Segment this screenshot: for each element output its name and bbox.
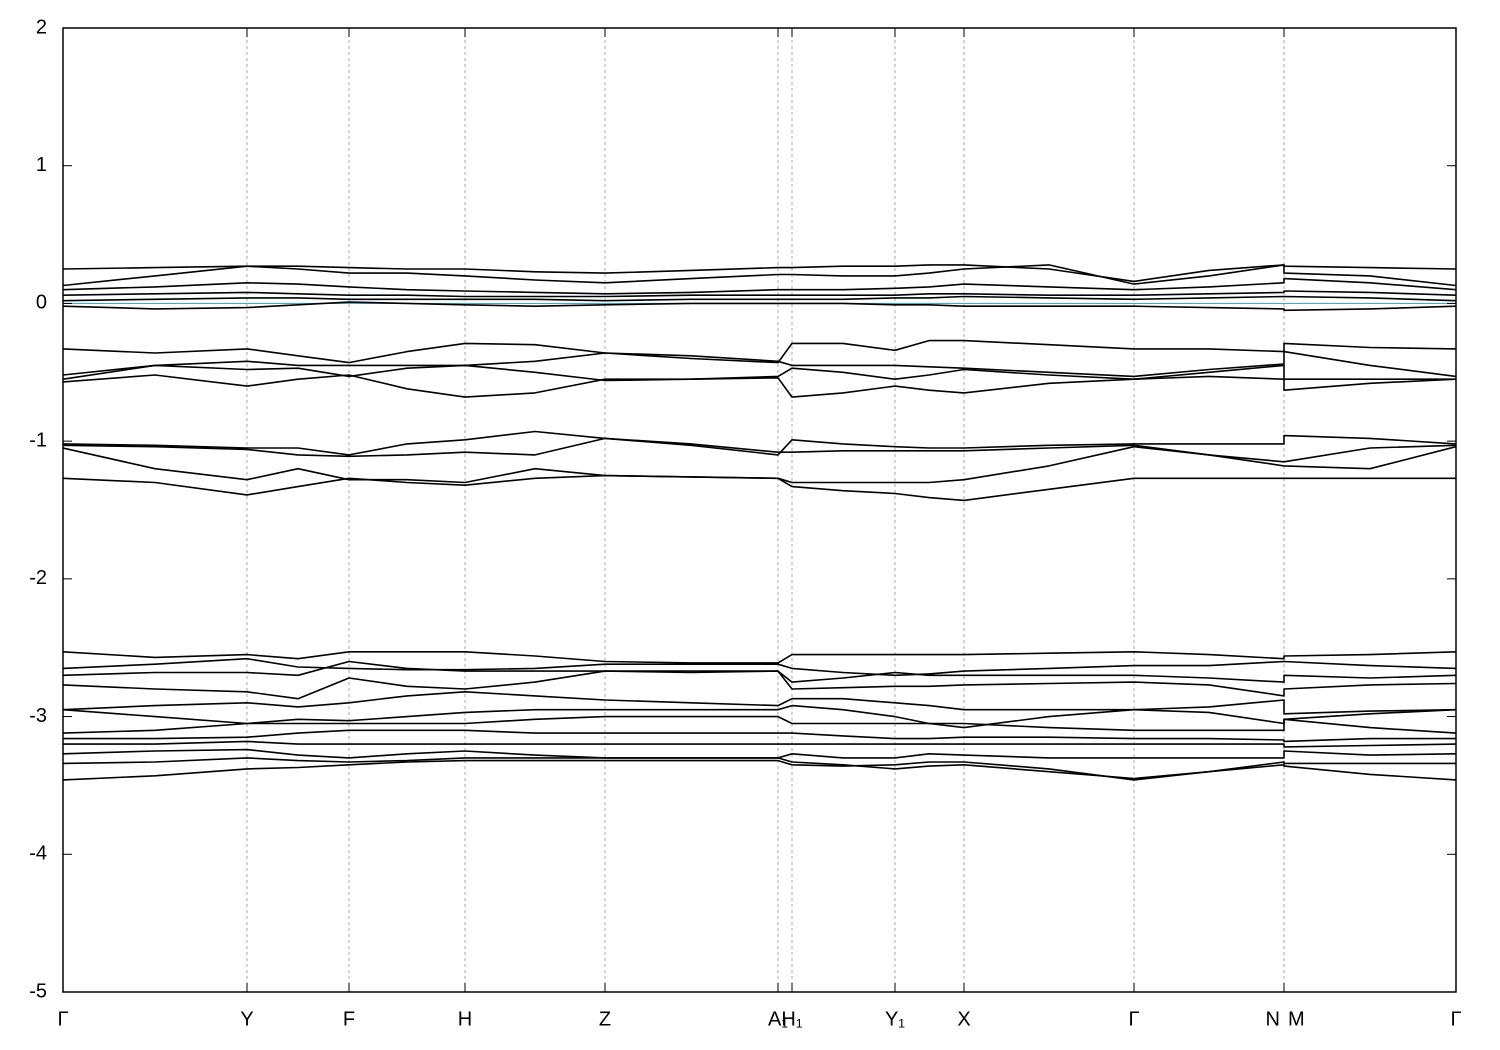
band-line (63, 301, 1456, 312)
y-tick-label: -3 (29, 705, 47, 727)
x-tick-label: H₁ (781, 1008, 802, 1030)
band-line (63, 364, 1456, 398)
y-tick-label: -4 (29, 843, 47, 865)
x-tick-label: Γ (1450, 1008, 1461, 1030)
band-line (63, 277, 1456, 295)
band-line (63, 474, 1456, 502)
band-line (63, 660, 1456, 683)
band-line (63, 651, 1456, 664)
x-tick-label: N (1266, 1008, 1280, 1030)
band-line (63, 445, 1456, 484)
x-tick-label: Γ (57, 1008, 68, 1030)
y-tick-label: -5 (29, 980, 47, 1002)
band-line (63, 759, 1456, 781)
x-tick-label: F (343, 1008, 355, 1030)
band-line (63, 264, 1456, 287)
plot-frame (62, 27, 1457, 993)
y-tick-label: 1 (36, 154, 47, 176)
x-tick-label: Y (240, 1008, 253, 1030)
band-line (63, 729, 1456, 743)
band-line (63, 339, 1456, 364)
band-line (63, 691, 1456, 715)
band-line (63, 757, 1456, 780)
x-tick-label: H (458, 1008, 472, 1030)
band-line (63, 350, 1456, 378)
band-line (63, 364, 1456, 382)
band-line (63, 670, 1456, 700)
y-tick-label: 2 (36, 16, 47, 38)
bands (63, 264, 1456, 781)
x-tick-label: Y₁ (885, 1008, 905, 1030)
x-tick-label: Z (599, 1008, 611, 1030)
x-tick-label: Γ (1128, 1008, 1139, 1030)
band-line (63, 740, 1456, 748)
band-line (63, 437, 1456, 463)
x-tick-label: A₁ (768, 1008, 788, 1030)
band-line (63, 290, 1456, 298)
x-tick-label: M (1288, 1008, 1305, 1030)
band-line (63, 715, 1456, 734)
x-tick-label: X (957, 1008, 970, 1030)
band-line (63, 748, 1456, 759)
band-line (63, 295, 1456, 302)
band-line (63, 430, 1456, 456)
grid (246, 28, 1285, 992)
y-tick-label: 0 (36, 292, 47, 314)
band-line (63, 264, 1456, 283)
y-tick-label: -2 (29, 567, 47, 589)
band-line (63, 657, 1456, 677)
band-line (63, 704, 1456, 729)
y-tick-label: -1 (29, 429, 47, 451)
